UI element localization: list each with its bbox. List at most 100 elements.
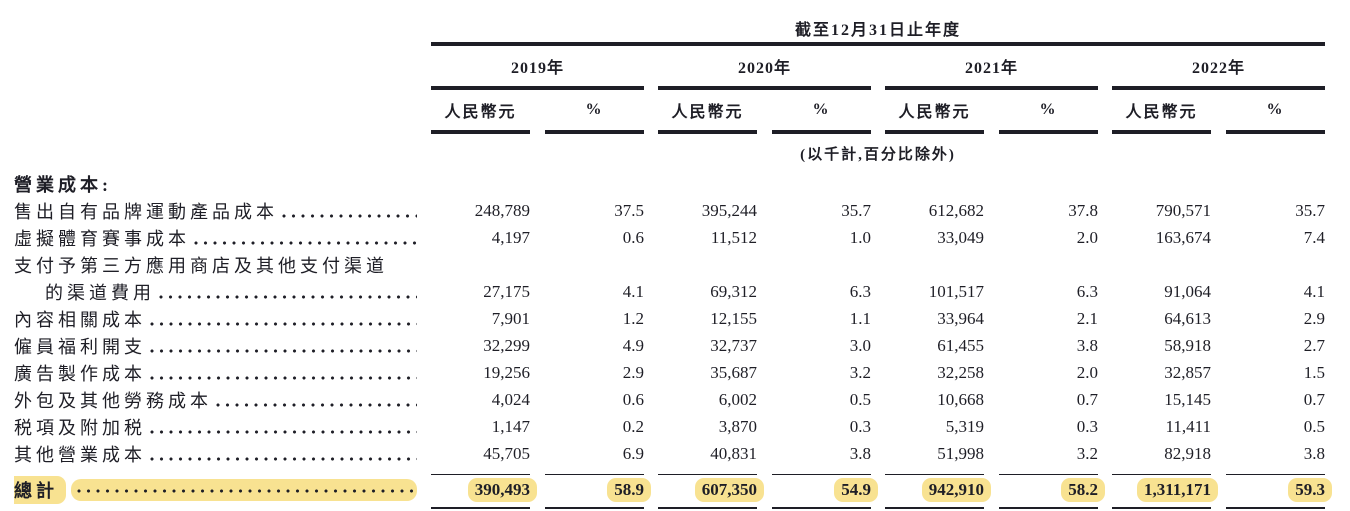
cell-amount: 612,682 xyxy=(928,200,984,220)
total-value: 1,311,171 xyxy=(1136,478,1218,502)
cell-percent: 3.8 xyxy=(849,443,871,463)
cell-amount: 11,512 xyxy=(710,227,757,247)
total-value: 54.9 xyxy=(834,478,878,502)
table-row: 虛擬體育賽事成本 4,197 0.6 11,512 1.0 33,049 2.0 163,67… xyxy=(14,224,1325,251)
cell-amount: 69,312 xyxy=(710,281,757,301)
table-row: 僱員福利開支 32,299 4.9 32,737 3.0 61,455 3.8 58,918 2… xyxy=(14,332,1325,359)
dotted-leader xyxy=(150,359,417,386)
total-top-rule xyxy=(885,472,984,475)
total-top-rule xyxy=(999,472,1098,475)
header-top-rule-row xyxy=(14,40,1325,48)
cell-amount: 27,175 xyxy=(483,281,530,301)
total-top-rule xyxy=(1112,472,1211,475)
cell-percent: 4.1 xyxy=(1303,281,1325,301)
col-rule xyxy=(1112,130,1211,134)
dotted-leader xyxy=(216,386,417,413)
cell-percent: 1.1 xyxy=(849,308,871,328)
total-top-rule xyxy=(1226,472,1325,475)
total-row: 總計 390,493 58.9 607,350 54.9 942,910 58.… xyxy=(14,475,1332,505)
col-header-rmb: 人民幣元 xyxy=(898,104,971,121)
cell-percent: 35.7 xyxy=(841,200,871,220)
cell-amount: 395,244 xyxy=(701,200,757,220)
total-double-rule xyxy=(1112,507,1211,511)
col-header-percent: % xyxy=(585,101,604,118)
total-bottom-rule-row xyxy=(14,505,1325,511)
dotted-leader xyxy=(159,278,417,305)
dotted-leader xyxy=(150,332,417,359)
cell-percent: 3.8 xyxy=(1303,443,1325,463)
cell-amount: 7,901 xyxy=(491,308,530,328)
total-double-rule xyxy=(772,507,871,511)
cell-amount: 1,147 xyxy=(491,416,530,436)
cell-percent: 7.4 xyxy=(1303,227,1325,247)
year-header-2022: 2022年 xyxy=(1191,60,1245,77)
total-label: 總計 xyxy=(14,476,66,504)
cell-percent: 0.6 xyxy=(622,389,644,409)
cell-percent: 37.8 xyxy=(1068,200,1098,220)
table-header-row: 截至12月31日止年度 xyxy=(14,10,1311,40)
total-double-rule xyxy=(431,507,530,511)
cell-amount: 35,687 xyxy=(710,362,757,382)
cell-amount: 64,613 xyxy=(1164,308,1211,328)
cell-amount: 12,155 xyxy=(710,308,757,328)
total-value: 58.9 xyxy=(607,478,651,502)
cell-percent: 3.8 xyxy=(1076,335,1098,355)
cell-percent: 6.3 xyxy=(849,281,871,301)
row-label: 虛擬體育賽事成本 xyxy=(14,228,190,249)
cell-percent: 3.0 xyxy=(849,335,871,355)
cell-amount: 40,831 xyxy=(710,443,757,463)
row-label: 外包及其他勞務成本 xyxy=(14,390,212,411)
cell-amount: 32,737 xyxy=(710,335,757,355)
col-rule xyxy=(999,130,1098,134)
col-rule xyxy=(545,130,644,134)
section-header: 營業成本: xyxy=(14,174,112,195)
cell-percent: 1.0 xyxy=(849,227,871,247)
table-row: 售出自有品牌運動產品成本 248,789 37.5 395,244 35.7 612,68… xyxy=(14,197,1325,224)
cell-amount: 91,064 xyxy=(1164,281,1211,301)
cell-percent: 2.1 xyxy=(1076,308,1098,328)
table-row: 其他營業成本 45,705 6.9 40,831 3.8 51,998 3.2 82,918 3… xyxy=(14,440,1325,467)
cell-amount: 32,299 xyxy=(483,335,530,355)
cell-percent: 35.7 xyxy=(1295,200,1325,220)
section-header-row: 營業成本: xyxy=(14,170,1311,197)
year-rule xyxy=(885,86,1098,90)
cell-percent: 2.0 xyxy=(1076,227,1098,247)
table-row: 税項及附加税 1,147 0.2 3,870 0.3 5,319 0.3 11,411 0.5 xyxy=(14,413,1325,440)
cell-percent: 0.6 xyxy=(622,227,644,247)
cell-amount: 101,517 xyxy=(928,281,984,301)
cell-amount: 33,049 xyxy=(937,227,984,247)
subheader-row: 人民幣元 % 人民幣元 % 人民幣元 % 人民幣元 % xyxy=(14,92,1311,128)
cell-percent: 3.2 xyxy=(1076,443,1098,463)
cell-percent: 4.9 xyxy=(622,335,644,355)
col-header-rmb: 人民幣元 xyxy=(671,104,744,121)
total-double-rule xyxy=(545,507,644,511)
total-double-rule xyxy=(999,507,1098,511)
cell-percent: 6.3 xyxy=(1076,281,1098,301)
total-value: 390,493 xyxy=(467,478,537,502)
total-value: 58.2 xyxy=(1061,478,1105,502)
cell-amount: 32,258 xyxy=(937,362,984,382)
row-label: 其他營業成本 xyxy=(14,444,146,465)
table-row: 的渠道費用 27,175 4.1 69,312 6.3 101,517 6.3 91,064 4… xyxy=(14,278,1325,305)
cell-percent: 0.2 xyxy=(622,416,644,436)
total-dotted-leader xyxy=(71,479,417,501)
cell-amount: 51,998 xyxy=(937,443,984,463)
cell-amount: 11,411 xyxy=(1165,416,1212,436)
cell-percent: 4.1 xyxy=(622,281,644,301)
col-header-percent: % xyxy=(1266,101,1285,118)
row-label: 廣告製作成本 xyxy=(14,363,146,384)
cell-amount: 61,455 xyxy=(937,335,984,355)
cell-percent: 0.5 xyxy=(849,389,871,409)
cell-percent: 2.7 xyxy=(1303,335,1325,355)
col-header-rmb: 人民幣元 xyxy=(444,104,517,121)
total-double-rule xyxy=(885,507,984,511)
col-header-rmb: 人民幣元 xyxy=(1125,104,1198,121)
operating-costs-table: 截至12月31日止年度 2019年 2020年 2021年 2022年 人民幣元… xyxy=(14,10,1332,511)
total-top-rule xyxy=(772,472,871,475)
row-label: 售出自有品牌運動產品成本 xyxy=(14,201,278,222)
cell-amount: 163,674 xyxy=(1155,227,1211,247)
cell-percent: 1.5 xyxy=(1303,362,1325,382)
cell-percent: 2.0 xyxy=(1076,362,1098,382)
total-double-rule xyxy=(658,507,757,511)
year-rule-row xyxy=(14,84,1325,92)
